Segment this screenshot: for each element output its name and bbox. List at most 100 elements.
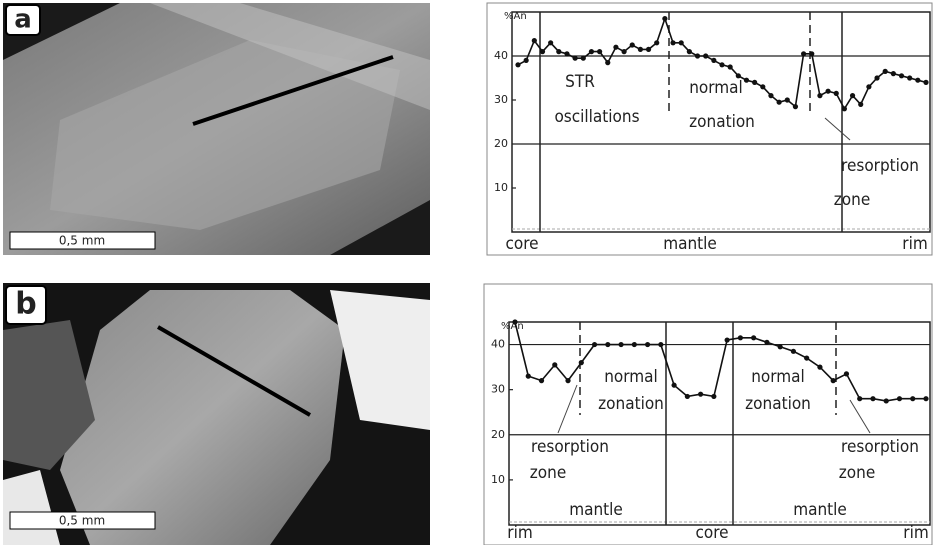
annotation: normal	[689, 78, 743, 98]
annotation: zone	[834, 190, 871, 210]
data-point	[592, 342, 597, 347]
panel-label: a	[14, 5, 32, 35]
data-point	[817, 365, 822, 370]
data-point	[613, 45, 618, 50]
data-point	[654, 40, 659, 45]
data-point	[899, 73, 904, 78]
y-tick-label: 20	[494, 137, 508, 150]
data-point	[719, 62, 724, 67]
micrograph-a	[3, 3, 430, 255]
data-point	[646, 47, 651, 52]
data-point	[809, 51, 814, 56]
data-point	[736, 73, 741, 78]
data-point	[711, 394, 716, 399]
data-point	[870, 396, 875, 401]
x-tick-label: mantle	[663, 234, 717, 254]
data-point	[923, 80, 928, 85]
x-tick-label: core	[505, 234, 538, 254]
data-point	[891, 71, 896, 76]
annotation: zonation	[598, 394, 664, 414]
data-point	[817, 93, 822, 98]
data-point	[703, 53, 708, 58]
data-point	[539, 378, 544, 383]
annotation: oscillations	[554, 107, 639, 127]
data-point	[685, 394, 690, 399]
data-point	[801, 51, 806, 56]
data-point	[632, 342, 637, 347]
data-point	[556, 49, 561, 54]
data-point	[793, 104, 798, 109]
data-point	[621, 49, 626, 54]
data-point	[532, 38, 537, 43]
annotation: zone	[839, 463, 876, 483]
data-point	[552, 362, 557, 367]
data-point	[695, 53, 700, 58]
data-point	[866, 84, 871, 89]
data-point	[834, 91, 839, 96]
data-point	[777, 100, 782, 105]
data-point	[725, 337, 730, 342]
data-point	[825, 89, 830, 94]
data-point	[564, 51, 569, 56]
chart-frame	[484, 284, 932, 545]
data-point	[883, 69, 888, 74]
data-point	[524, 58, 529, 63]
y-axis-label: %An	[504, 11, 527, 22]
data-point	[605, 60, 610, 65]
data-point	[630, 42, 635, 47]
data-point	[897, 396, 902, 401]
scale-bar-label: 0,5 mm	[59, 234, 105, 248]
y-tick-label: 30	[491, 383, 505, 396]
data-point	[760, 84, 765, 89]
data-point	[923, 396, 928, 401]
data-point	[512, 319, 517, 324]
annotation: mantle	[793, 500, 847, 520]
data-point	[698, 392, 703, 397]
annotation: zone	[530, 463, 567, 483]
annotation: resorption	[841, 156, 919, 176]
data-point	[597, 49, 602, 54]
y-tick-label: 10	[494, 181, 508, 194]
data-point	[515, 62, 520, 67]
data-point	[589, 49, 594, 54]
data-point	[670, 40, 675, 45]
y-axis-label: %An	[501, 321, 524, 332]
data-point	[687, 49, 692, 54]
data-point	[662, 16, 667, 21]
y-tick-label: 30	[494, 93, 508, 106]
x-tick-label: core	[695, 523, 728, 543]
data-point	[658, 342, 663, 347]
annotation: resorption	[531, 437, 609, 457]
y-tick-label: 10	[491, 473, 505, 486]
x-tick-label: rim	[903, 523, 928, 543]
data-point	[711, 58, 716, 63]
annotation: resorption	[841, 437, 919, 457]
data-point	[910, 396, 915, 401]
y-tick-label: 40	[491, 338, 505, 351]
data-point	[751, 335, 756, 340]
x-tick-label: rim	[902, 234, 927, 254]
micrograph-b	[3, 283, 430, 545]
y-tick-label: 40	[494, 49, 508, 62]
data-point	[540, 49, 545, 54]
data-point	[858, 102, 863, 107]
data-point	[791, 349, 796, 354]
annotation: zonation	[689, 112, 755, 132]
data-point	[728, 64, 733, 69]
data-point	[548, 40, 553, 45]
data-point	[857, 396, 862, 401]
data-point	[565, 378, 570, 383]
data-point	[605, 342, 610, 347]
figure: a0,5 mmb0,5 mm%An10203040coremantlerimST…	[0, 0, 934, 545]
data-point	[915, 78, 920, 83]
data-point	[785, 97, 790, 102]
annotation: zonation	[745, 394, 811, 414]
data-point	[738, 335, 743, 340]
data-point	[764, 340, 769, 345]
annotation: STR	[565, 72, 595, 92]
data-point	[884, 398, 889, 403]
data-point	[752, 80, 757, 85]
data-point	[671, 383, 676, 388]
data-point	[804, 355, 809, 360]
annotation: normal	[604, 367, 658, 387]
